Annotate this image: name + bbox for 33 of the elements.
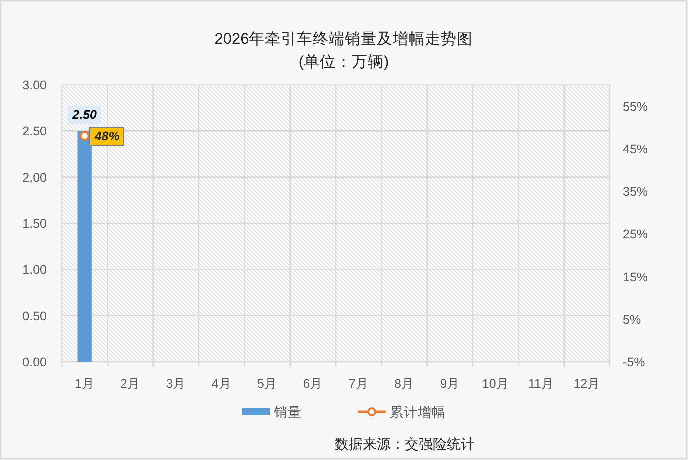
- y-tick-label: 0.00: [22, 356, 48, 370]
- y-tick-label: 1.50: [22, 217, 48, 231]
- x-tick-label: 6月: [303, 377, 324, 391]
- y-tick-label: 1.00: [22, 263, 48, 278]
- y2-tick-label: 45%: [623, 142, 648, 156]
- y2-tick-label: -5%: [623, 356, 646, 370]
- y-tick-label: 0.50: [22, 309, 48, 324]
- chart-subtitle: (单位：万辆): [298, 53, 390, 71]
- y-tick-label: 2.00: [22, 170, 48, 185]
- x-tick-label: 2月: [120, 377, 140, 391]
- x-tick-label: 4月: [212, 377, 232, 391]
- y2-tick-label: 5%: [623, 312, 642, 327]
- x-tick-label: 8月: [394, 377, 414, 391]
- data-label: 48%: [94, 130, 120, 144]
- source-note: 数据来源：交强险统计: [335, 436, 475, 452]
- x-tick-label: 12月: [574, 377, 601, 391]
- y2-tick-label: 55%: [623, 100, 648, 114]
- x-tick-label: 10月: [482, 377, 510, 391]
- y2-tick-label: 15%: [623, 270, 648, 284]
- chart-title: 2026年牵引车终端销量及增幅走势图: [214, 30, 474, 48]
- y2-tick-label: 25%: [623, 228, 648, 242]
- y2-tick-label: 35%: [623, 185, 648, 200]
- x-tick-label: 9月: [440, 377, 460, 391]
- y-tick-label: 2.50: [22, 124, 48, 139]
- data-label: 2.50: [72, 108, 98, 122]
- x-tick-label: 5月: [258, 377, 278, 391]
- x-tick-label: 3月: [166, 377, 186, 391]
- legend-label: 累计增幅: [390, 405, 446, 420]
- x-tick-label: 11月: [528, 377, 554, 391]
- x-tick-label: 1月: [74, 377, 95, 391]
- y-tick-label: 3.00: [22, 78, 48, 92]
- x-tick-label: 7月: [348, 377, 369, 391]
- legend-label: 销量: [273, 405, 302, 420]
